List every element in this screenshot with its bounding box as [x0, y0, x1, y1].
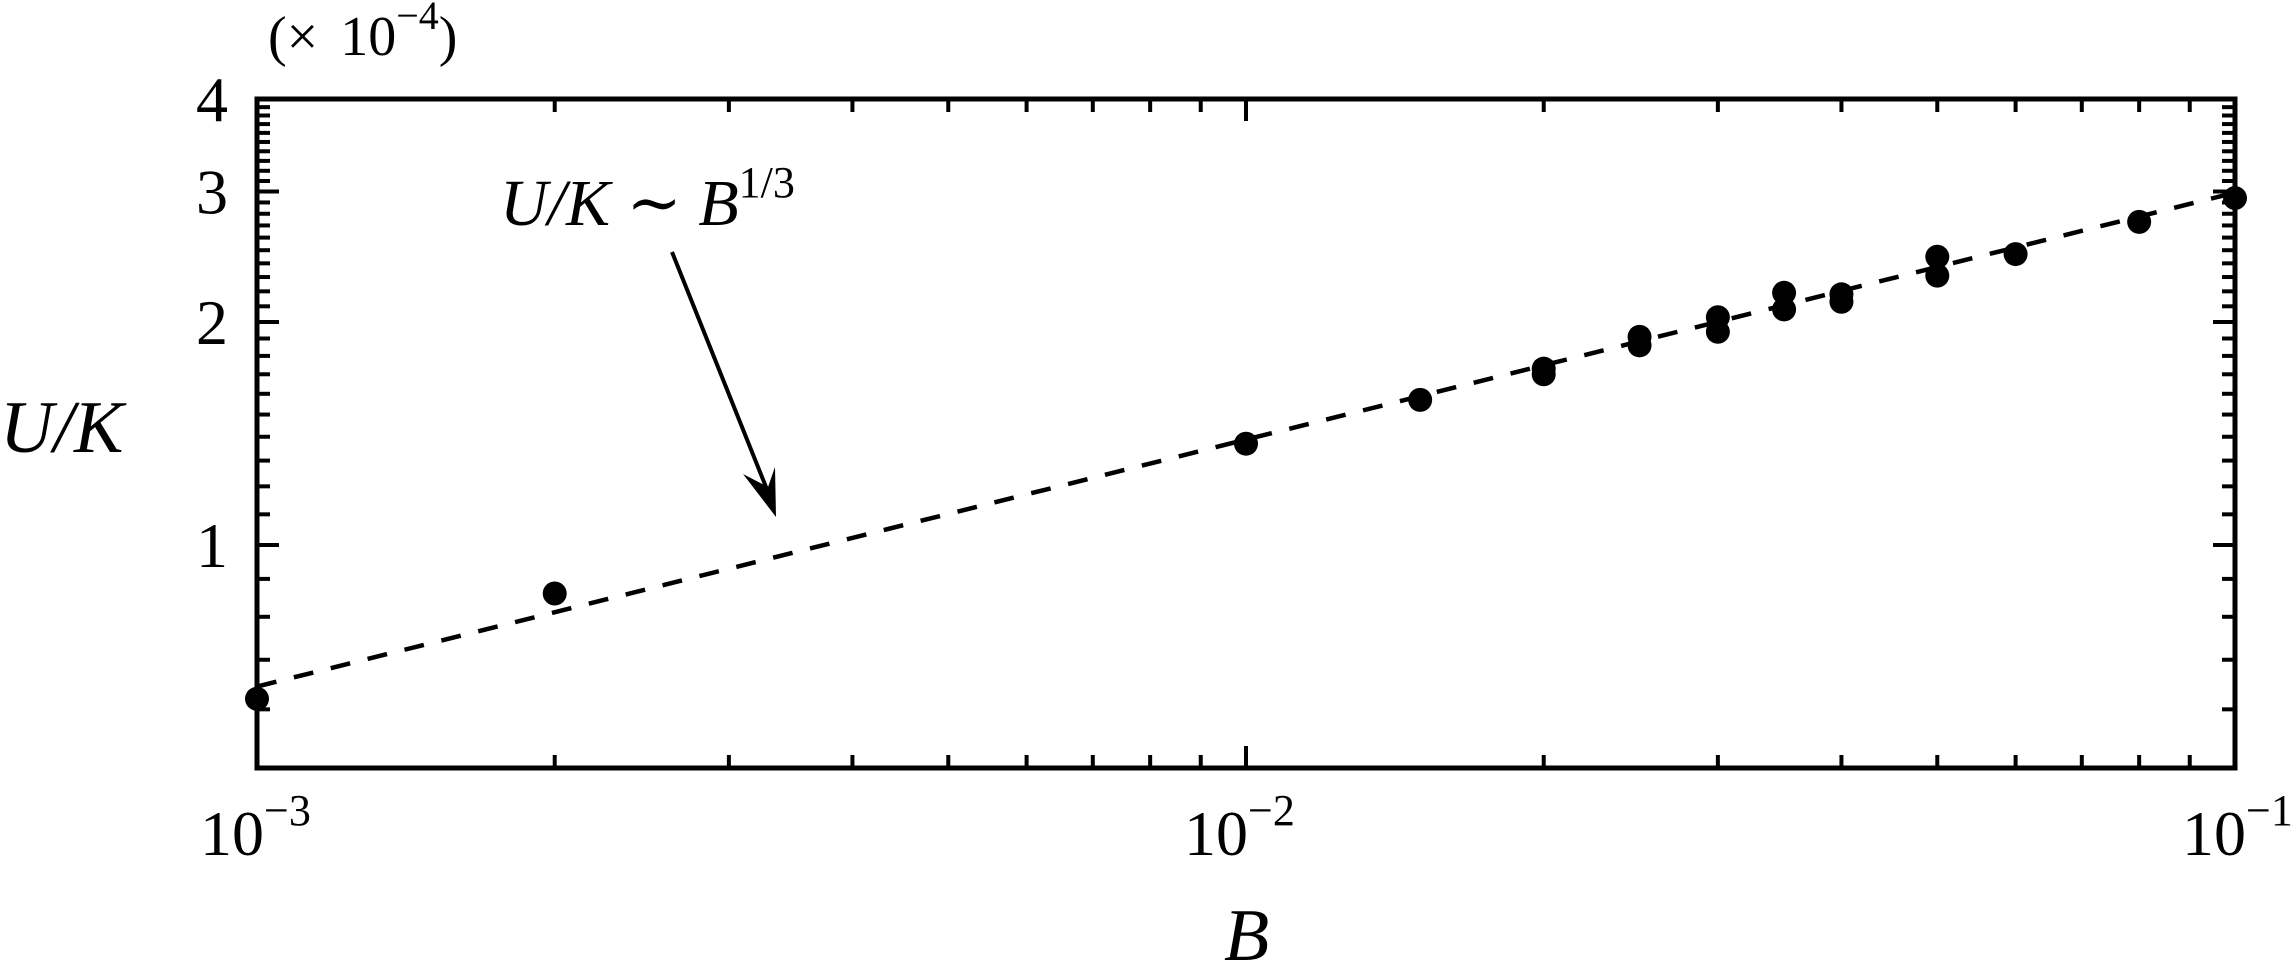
y-tick-label: 2	[196, 287, 228, 358]
y-multiplier-open: (×	[268, 6, 318, 68]
annotation-arrow-head	[743, 467, 776, 517]
data-point	[1531, 356, 1556, 381]
data-point	[1925, 244, 1950, 269]
y-multiplier-close: )	[439, 6, 458, 68]
data-point	[542, 581, 567, 606]
y-tick-label: 4	[196, 64, 228, 135]
x-axis-label: B	[1224, 895, 1269, 977]
x-tick-exp: −3	[264, 786, 311, 835]
y-tick-label: 3	[196, 157, 228, 228]
y-multiplier-label: (× 10−4)	[268, 0, 457, 68]
annotation-arrow-shaft	[670, 251, 774, 503]
x-tick-base: 10	[200, 798, 264, 869]
plot-frame	[254, 96, 2238, 771]
x-tick-label: 10−3	[200, 786, 311, 869]
data-point	[1408, 387, 1433, 412]
annotation-main: U/K ∼ B	[500, 167, 739, 240]
x-tick-exp: −1	[2246, 786, 2293, 835]
data-points	[245, 186, 2247, 711]
data-point	[1627, 324, 1652, 349]
data-point	[1705, 305, 1730, 330]
y-tick-label: 1	[196, 510, 228, 581]
data-point	[2003, 242, 2028, 267]
y-multiplier-base: 10	[340, 6, 396, 68]
y-multiplier-exp: −4	[396, 0, 439, 38]
x-tick-base: 10	[2182, 798, 2246, 869]
data-point	[1772, 280, 1797, 305]
x-tick-exp: −2	[1248, 786, 1295, 835]
data-point	[1234, 431, 1258, 456]
data-point	[1829, 282, 1854, 307]
y-axis-label: U/K	[0, 387, 127, 469]
x-tick-label: 10−2	[1184, 786, 1295, 869]
data-point	[1925, 263, 1950, 288]
data-point	[2127, 209, 2152, 234]
x-tick-base: 10	[1184, 798, 1248, 869]
data-point	[1772, 297, 1797, 322]
annotation: U/K ∼ B1/3	[500, 158, 795, 517]
annotation-text: U/K ∼ B1/3	[500, 158, 795, 240]
annotation-superscript: 1/3	[739, 158, 795, 207]
x-tick-label: 10−1	[2182, 786, 2293, 869]
